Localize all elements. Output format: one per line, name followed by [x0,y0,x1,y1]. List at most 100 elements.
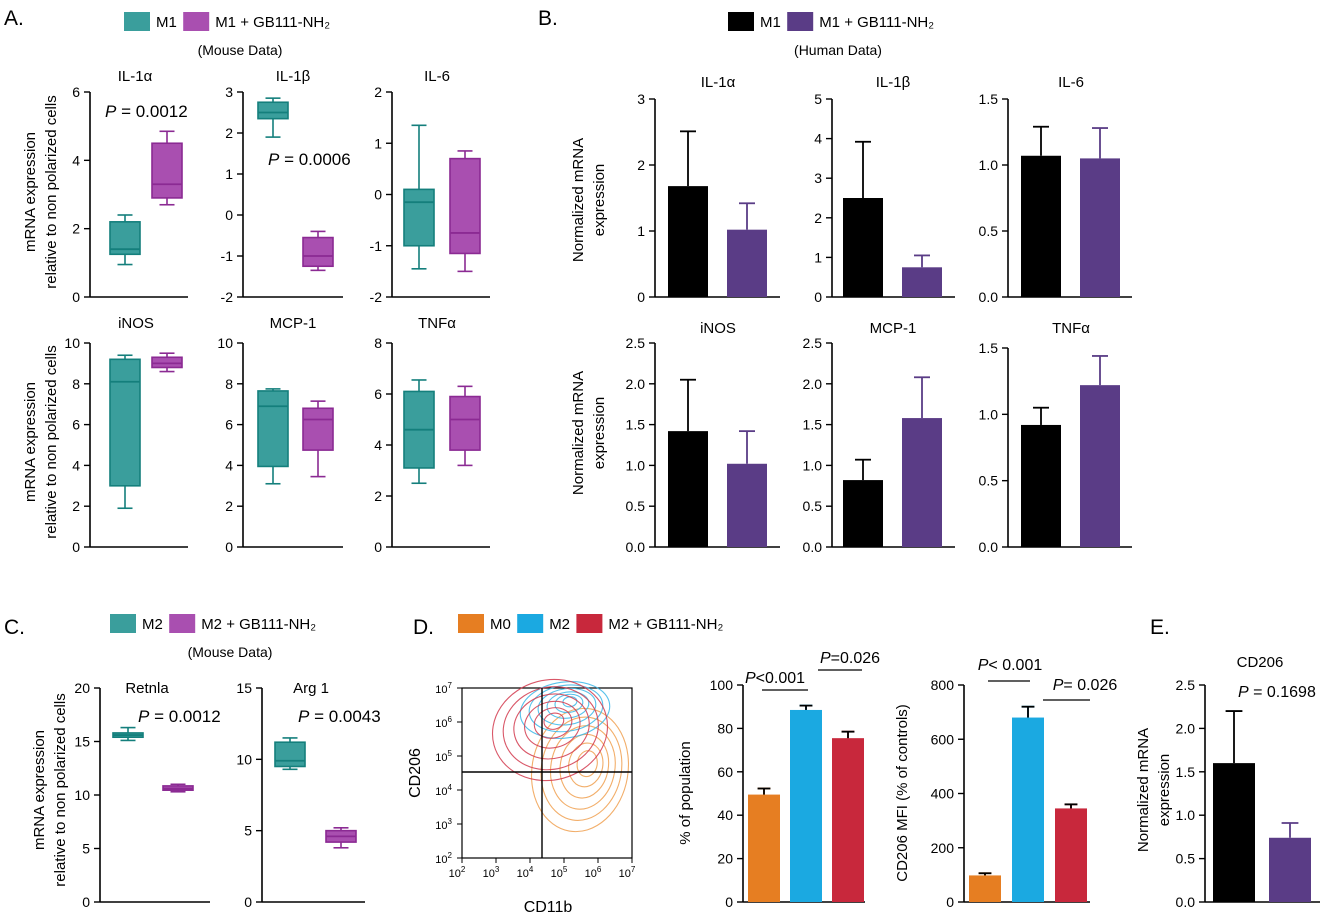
chart-b3: 0.0 0.5 1.0 1.5 [979,91,1132,305]
contour-line [543,712,565,730]
y-tick-label: 1.0 [803,457,823,473]
y-tick-label: 2 [72,498,80,514]
chart-title: CD206 [1237,654,1284,671]
y-tick-label: 4 [72,152,80,168]
chart-a6: 0 2 4 6 8 [374,335,490,555]
legend-swatch [517,614,544,633]
y-axis-label: Normalized mRNA expression [570,138,608,262]
p-letter: P [978,657,989,674]
y-tick-label: 0 [814,289,822,305]
y-tick-label: 2.0 [1176,720,1196,736]
y-tick-label: 0.5 [979,473,999,489]
y-tick-label: 0.0 [626,539,646,555]
y-tick-label: 1 [374,135,382,151]
y-tick-label: 8 [374,335,382,351]
box-purple [151,352,183,373]
y-axis-label-text: mRNA expression relative to non polarized… [22,345,60,538]
tick-exp: 6 [448,715,453,724]
bar [727,229,767,297]
y-tick-label: 0.5 [803,498,823,514]
y-tick-label: 5 [82,841,90,857]
y-tick-label: 1.5 [626,417,646,433]
y-tick-label: 800 [931,677,955,693]
y-tick-label: 0 [72,539,80,555]
tick-exp: 6 [597,865,602,874]
y-axis-label-line: mRNA expression [31,730,48,850]
y-tick-label: 1.5 [803,417,823,433]
y-tick-label: 0 [225,539,233,555]
y-axis-label: % of population [677,741,694,844]
p-value-annotation: P= 0.026 [1053,677,1118,694]
x-tick-label: 102 [449,865,466,880]
box-teal [109,354,141,510]
legend-subtitle: (Mouse Data) [188,644,273,660]
y-axis-label-text: Normalized mRNA expression [1135,728,1173,852]
panel-letter-a: A. [4,7,24,30]
contour-line [559,733,610,799]
box-purple [162,783,194,793]
y-axis-label-text: CD206 MFI (% of controls) [894,704,911,882]
bar [1012,717,1044,902]
y-tick-label: 40 [717,807,733,823]
chart-b2: 0 1 2 3 4 5 [814,91,955,305]
box-purple [449,150,481,273]
y-axis-label-text: Normalized mRNA expression [570,371,608,495]
y-tick-label: 1.5 [1176,764,1196,780]
y-tick-label: 4 [225,457,233,473]
y-tick-label: 0 [374,187,382,203]
chart-title: MCP-1 [270,315,317,332]
bar [969,875,1001,902]
p-letter: P [820,650,831,667]
tick-exp: 5 [448,749,453,758]
bar [668,431,708,547]
chart-a3: -2 -1 0 1 2 [370,84,490,305]
y-axis-label: CD206 [407,748,424,798]
y-tick-label: 1 [814,249,822,265]
y-tick-label: 4 [72,457,80,473]
y-tick-label: 1.0 [979,406,999,422]
legend-label: M2 + GB111-NH₂ [608,616,723,633]
bar [902,267,942,297]
p-rest: =0.026 [831,650,880,667]
y-tick-label: 400 [931,786,955,802]
y-tick-label: 2 [374,488,382,504]
legend-swatch [183,12,210,31]
y-tick-label: 0 [946,894,954,910]
y-axis-label: mRNA expression relative to non polarized… [22,95,60,288]
y-axis-label-line: relative to non polarized cells [43,345,60,538]
y-tick-label: 2 [225,125,233,141]
p-letter: P [745,670,756,687]
bar [832,738,864,902]
y-tick-label: 6 [374,386,382,402]
y-tick-label: 1 [225,166,233,182]
chart-title: IL-1α [701,74,736,91]
legend-label: M1 [156,14,177,31]
panel-letter-e: E. [1150,616,1170,639]
box-teal [403,379,435,485]
p-value-annotation: P = 0.0043 [298,707,381,726]
y-axis-label-line: CD206 MFI (% of controls) [894,704,911,882]
chart-a1: 0 2 4 6 [72,84,188,305]
legend-label: M2 [142,616,163,633]
y-tick-label: 8 [225,376,233,392]
chart-e1: 0.0 0.5 1.0 1.5 2.0 2.5 [1176,677,1320,910]
x-tick-label: 105 [551,865,568,880]
p-rest: < 0.001 [988,657,1042,674]
y-tick-label: 10 [74,787,90,803]
y-axis-label-line: mRNA expression [22,382,39,502]
x-axis-label: CD11b [524,899,573,916]
y-tick-label: 0 [82,894,90,910]
chart-c1: 0 5 10 15 20 [74,680,210,910]
bar [790,709,822,902]
bar [843,480,883,547]
y-tick-label: 102 [435,851,452,866]
legend-swatch [458,614,484,633]
x-tick-label: 103 [483,865,500,880]
chart-title: Retnla [125,680,169,697]
legend-c: M2 M2 + GB111-NH₂ (Mouse Data) [110,614,316,660]
legend-label: M0 [490,616,511,633]
box [302,236,334,268]
y-tick-label: 3 [637,91,645,107]
y-tick-label: 3 [225,84,233,100]
